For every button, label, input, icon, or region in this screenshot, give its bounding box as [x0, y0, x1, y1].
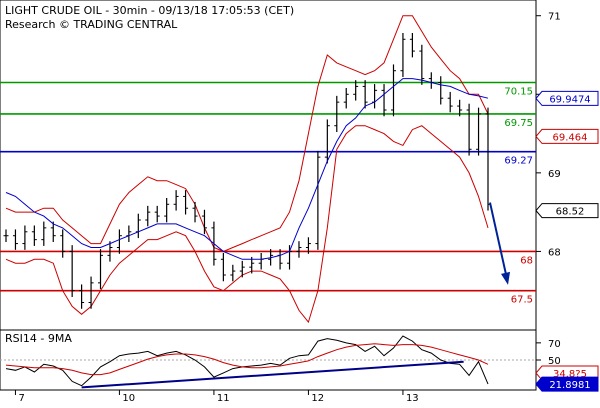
price-tag-label: 21.8981: [549, 380, 590, 391]
price-bar: [476, 107, 482, 156]
time-tick-label: 7: [18, 393, 24, 404]
price-bar: [116, 229, 122, 254]
price-tags: 69.9474 69.464 68.52: [535, 90, 599, 219]
price-bar: [183, 190, 189, 215]
price-bar: [173, 190, 179, 211]
price-bar: [239, 260, 245, 278]
price-bar: [41, 221, 47, 246]
price-bar: [22, 225, 28, 250]
time-axis: 7 10 11 12 13: [14, 390, 419, 404]
price-tag: 69.9474: [535, 90, 599, 106]
price-bar: [409, 33, 415, 58]
time-tick-label: 13: [406, 393, 419, 404]
rsi-tick-label: 50: [548, 356, 561, 367]
price-tick-label: 68: [548, 247, 561, 258]
price-bar: [438, 76, 444, 105]
price-bar: [230, 264, 236, 282]
forecast-arrow-head: [501, 271, 510, 285]
price-bar: [107, 241, 113, 262]
price-bar: [381, 84, 387, 117]
price-tag-label: 68.52: [556, 207, 585, 218]
price-bar: [220, 253, 226, 282]
price-bar: [324, 119, 330, 164]
price-bar: [362, 80, 368, 109]
moving-average-line: [5, 78, 489, 260]
price-bar: [192, 201, 198, 223]
price-bars: [3, 33, 491, 309]
price-bar: [334, 95, 340, 132]
price-bar: [343, 88, 349, 109]
price-bar: [466, 103, 472, 156]
support-resistance-levels: 70.15 69.75 69.27 68 67.5: [0, 81, 536, 306]
price-bar: [201, 209, 207, 235]
rsi-indicator: 70 50 34.8?521.8981: [0, 335, 599, 392]
price-bar: [79, 284, 85, 309]
price-bar: [353, 80, 359, 101]
price-bar: [419, 44, 425, 85]
price-bar: [315, 150, 321, 250]
moving-average: [5, 78, 489, 260]
rsi-ma-line: [5, 343, 489, 376]
price-tag: 21.8981: [535, 376, 599, 392]
price-bar: [145, 205, 151, 227]
price-bar: [305, 237, 311, 254]
price-bar: [164, 198, 170, 223]
price-tag-label: 69.464: [553, 132, 588, 143]
chart-title: LIGHT CRUDE OIL - 30min - 09/13/18 17:05…: [5, 4, 294, 17]
rsi-line: [5, 335, 489, 387]
rsi-tick-label: 70: [548, 339, 561, 350]
bollinger-bands: [5, 15, 489, 324]
price-bar: [296, 241, 302, 258]
level-label: 67.5: [511, 295, 533, 306]
price-bar: [3, 229, 9, 242]
price-tag-label: 69.9474: [549, 94, 590, 105]
price-tag: 68.52: [535, 203, 599, 219]
price-bar: [154, 205, 160, 223]
price-bar: [447, 91, 453, 113]
price-bar: [50, 221, 56, 242]
rsi-trendline: [81, 360, 464, 389]
price-tick-label: 69: [548, 169, 561, 180]
time-tick-label: 10: [122, 393, 135, 404]
forecast-arrow-shaft: [489, 202, 508, 280]
time-tick-label: 11: [217, 393, 230, 404]
price-tick-label: 71: [548, 12, 561, 23]
price-tag-label: 34.8?5: [553, 369, 587, 380]
level-label: 70.15: [504, 87, 533, 98]
price-bar: [88, 276, 94, 309]
price-tag: 69.464: [535, 128, 599, 144]
main-panel-frame: [0, 0, 537, 331]
time-tick-label: 12: [311, 393, 324, 404]
price-bar: [69, 245, 75, 297]
price-bar: [390, 64, 396, 117]
price-bar: [98, 249, 104, 290]
bollinger-upper-band: [5, 15, 489, 252]
price-bar: [12, 229, 18, 250]
rsi-title: RSI14 - 9MA: [5, 332, 72, 345]
price-bar: [60, 229, 66, 258]
bollinger-lower-band: [5, 125, 489, 324]
level-label: 68: [520, 255, 533, 266]
level-label: 69.75: [504, 118, 533, 129]
price-bar: [457, 99, 463, 117]
price-bar: [400, 33, 406, 77]
forecast-arrow: [489, 202, 510, 285]
chart-credit: Research © TRADING CENTRAL: [5, 18, 178, 31]
price-bar: [31, 225, 37, 246]
level-label: 69.27: [504, 156, 533, 167]
